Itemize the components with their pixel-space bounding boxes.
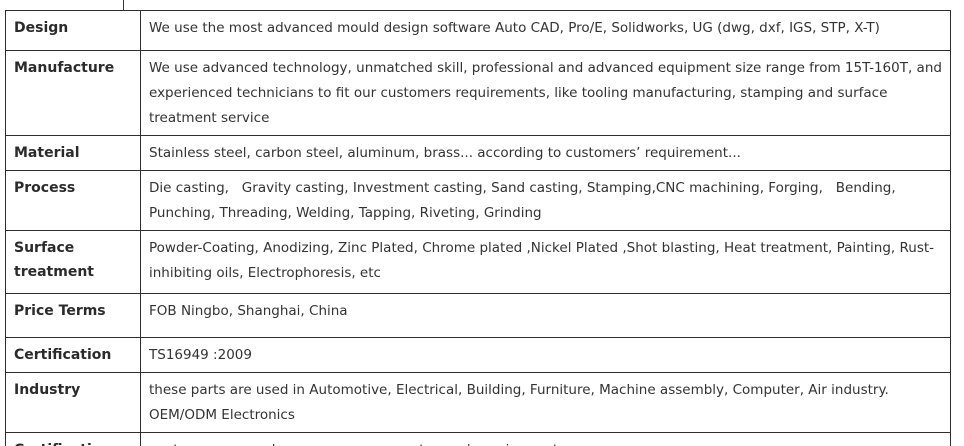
product-spec-table-body: Design We use the most advanced mould de… xyxy=(5,10,951,446)
table-row-industry: Industry these parts are used in Automot… xyxy=(5,372,951,433)
table-row-process: Process Die casting, Gravity casting, In… xyxy=(5,170,951,231)
row-label: Certification xyxy=(5,432,141,446)
row-content: Stainless steel, carbon steel, aluminum,… xyxy=(140,135,951,171)
table-row-manufacture: Manufacture We use advanced technology, … xyxy=(5,50,951,136)
row-content: TS16949 :2009 xyxy=(140,337,951,373)
row-label: Certification xyxy=(5,337,141,373)
table-row-surface-treatment: Surface treatment Powder-Coating, Anodiz… xyxy=(5,230,951,294)
table-row-price-terms: Price Terms FOB Ningbo, Shanghai, China xyxy=(5,293,951,338)
table-row-certification: Certification TS16949 :2009 xyxy=(5,337,951,373)
column-divider-tick xyxy=(123,0,124,11)
row-label: Industry xyxy=(5,372,141,433)
row-label: Material xyxy=(5,135,141,171)
row-content: We use the most advanced mould design so… xyxy=(140,10,951,51)
row-label: Manufacture xyxy=(5,50,141,136)
row-content: canton case, wooden case or as per custo… xyxy=(140,432,951,446)
table-row-design: Design We use the most advanced mould de… xyxy=(5,10,951,51)
table-row-certification-packing: Certification canton case, wooden case o… xyxy=(5,432,951,446)
row-label: Surface treatment xyxy=(5,230,141,294)
row-content: FOB Ningbo, Shanghai, China xyxy=(140,293,951,338)
row-content: these parts are used in Automotive, Elec… xyxy=(140,372,951,433)
row-content: We use advanced technology, unmatched sk… xyxy=(140,50,951,136)
row-label: Process xyxy=(5,170,141,231)
row-content: Die casting, Gravity casting, Investment… xyxy=(140,170,951,231)
row-label: Design xyxy=(5,10,141,51)
row-content: Powder-Coating, Anodizing, Zinc Plated, … xyxy=(140,230,951,294)
table-row-material: Material Stainless steel, carbon steel, … xyxy=(5,135,951,171)
row-label: Price Terms xyxy=(5,293,141,338)
product-spec-table: Design We use the most advanced mould de… xyxy=(5,10,951,446)
